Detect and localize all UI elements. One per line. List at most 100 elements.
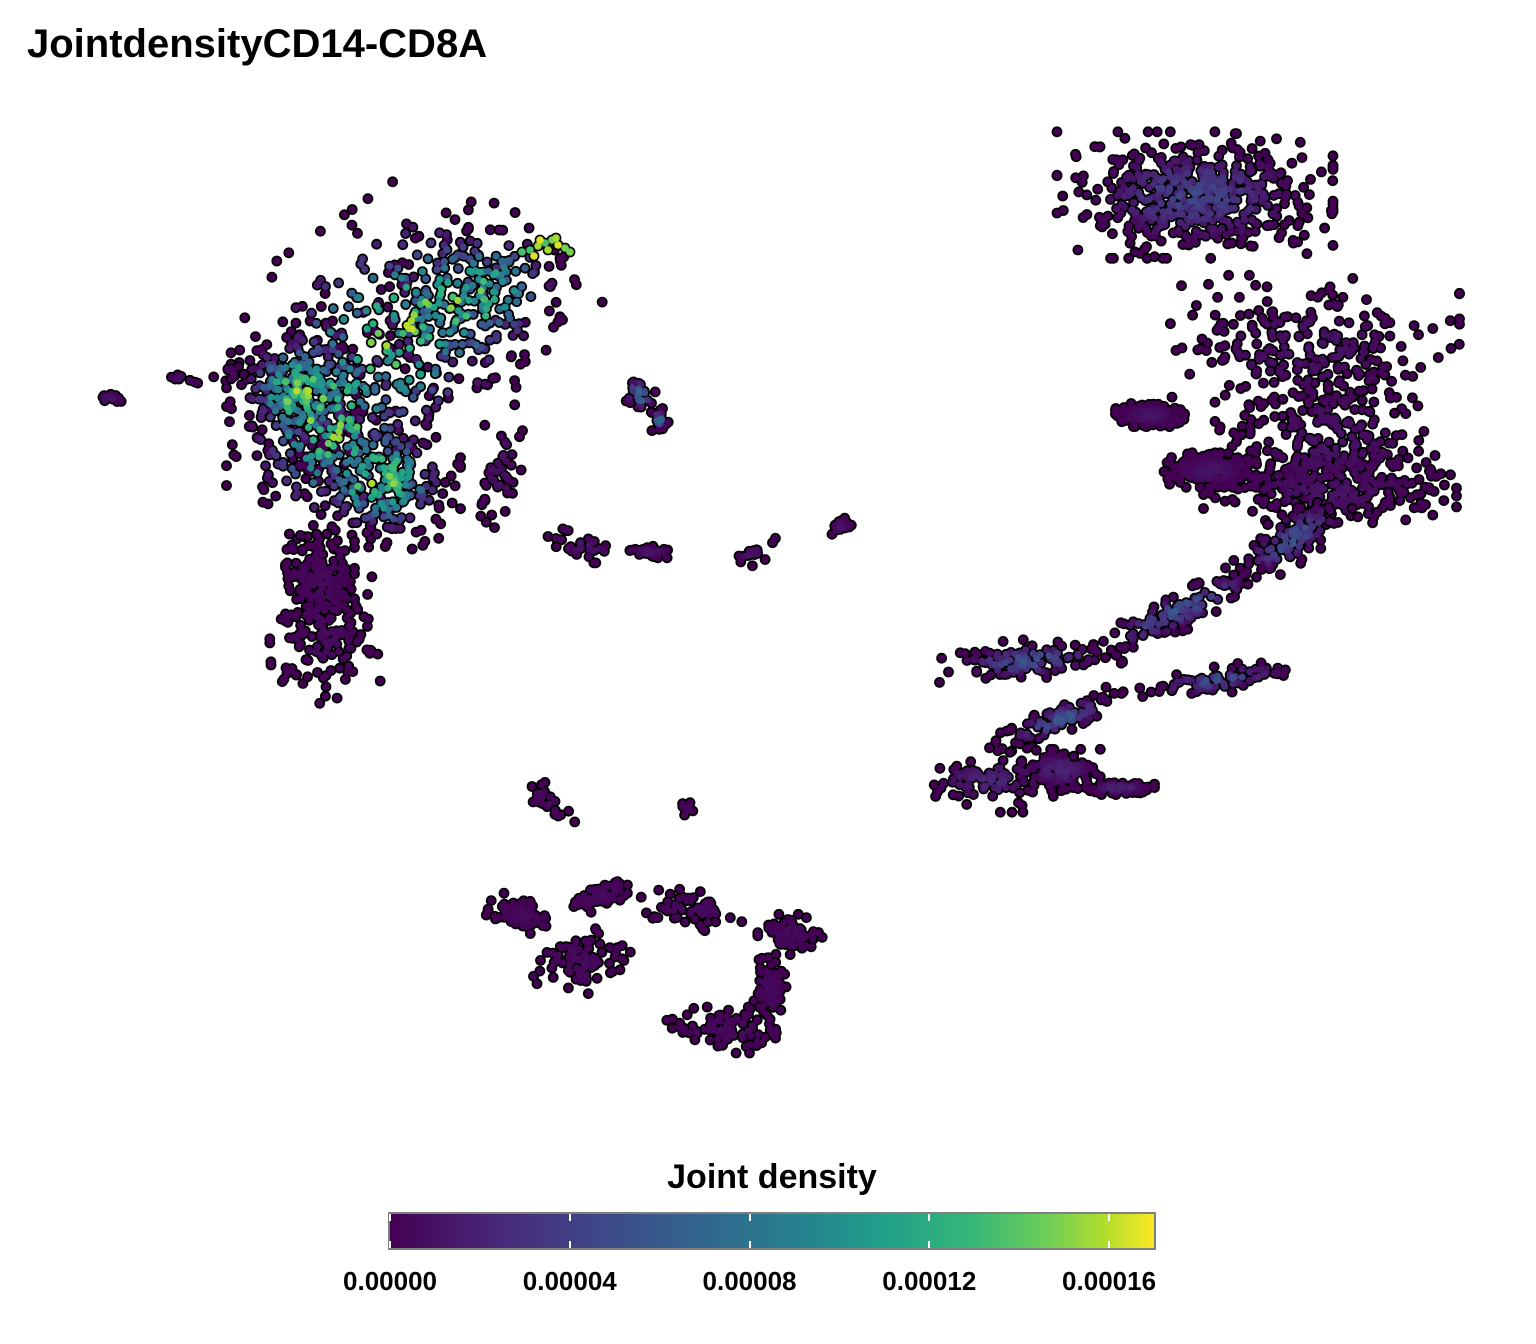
- data-point: [392, 361, 399, 368]
- data-point: [691, 916, 698, 923]
- data-point: [334, 589, 341, 596]
- data-point: [339, 333, 346, 340]
- data-point: [762, 556, 769, 563]
- data-point: [293, 387, 300, 394]
- data-point: [351, 596, 358, 603]
- data-point: [353, 500, 360, 507]
- data-point: [343, 470, 350, 477]
- data-point: [750, 997, 757, 1004]
- data-point: [545, 801, 552, 808]
- data-point: [550, 324, 557, 331]
- data-point: [381, 413, 388, 420]
- data-point: [354, 367, 361, 374]
- data-point: [695, 906, 702, 913]
- data-point: [402, 230, 409, 237]
- data-point: [333, 368, 340, 375]
- data-point: [406, 469, 413, 476]
- data-point: [393, 438, 400, 445]
- data-point: [313, 320, 320, 327]
- data-point: [293, 483, 300, 490]
- data-point: [540, 921, 547, 928]
- data-point: [321, 607, 328, 614]
- data-point: [403, 220, 410, 227]
- data-point: [382, 373, 389, 380]
- data-point: [355, 457, 362, 464]
- data-point: [424, 255, 431, 262]
- data-point: [272, 452, 279, 459]
- data-point: [553, 543, 560, 550]
- data-point: [476, 269, 483, 276]
- data-point: [258, 409, 265, 416]
- data-point: [307, 417, 314, 424]
- data-point: [360, 500, 367, 507]
- data-point: [227, 349, 234, 356]
- data-point: [552, 234, 560, 242]
- data-point: [754, 1016, 761, 1023]
- data-point: [233, 453, 240, 460]
- cluster-mid-strand-center: [734, 513, 857, 571]
- data-point: [432, 404, 439, 411]
- data-point: [499, 453, 506, 460]
- data-point: [488, 897, 495, 904]
- data-point: [486, 356, 493, 363]
- data-point: [318, 511, 325, 518]
- data-point: [454, 280, 461, 287]
- data-point: [350, 476, 357, 483]
- data-point: [284, 569, 291, 576]
- data-point: [364, 591, 371, 598]
- data-point: [327, 587, 334, 594]
- data-point: [429, 387, 436, 394]
- data-point: [423, 290, 430, 297]
- data-point: [405, 442, 412, 449]
- data-point: [521, 351, 528, 358]
- data-point: [339, 343, 346, 350]
- data-point: [303, 361, 310, 368]
- data-point: [334, 396, 341, 403]
- data-point: [357, 398, 364, 405]
- data-point: [385, 269, 392, 276]
- data-point: [511, 401, 518, 408]
- data-point: [382, 436, 389, 443]
- data-point: [314, 643, 321, 650]
- data-point: [693, 1027, 700, 1034]
- data-point: [738, 918, 745, 925]
- data-point: [530, 973, 537, 980]
- data-point: [558, 536, 565, 543]
- data-point: [522, 319, 529, 326]
- data-point: [429, 486, 436, 493]
- data-point: [503, 441, 510, 448]
- data-point: [299, 303, 306, 310]
- data-point: [750, 547, 757, 554]
- data-point: [1072, 151, 1079, 158]
- data-point: [1127, 240, 1134, 247]
- data-point: [335, 404, 342, 411]
- data-point: [382, 396, 389, 403]
- data-point: [396, 349, 403, 356]
- data-point: [420, 324, 427, 331]
- data-point: [481, 296, 488, 303]
- data-point: [502, 304, 509, 311]
- data-point: [481, 422, 488, 429]
- data-point: [467, 237, 474, 244]
- data-point: [340, 486, 347, 493]
- data-point: [1298, 154, 1305, 161]
- data-point: [704, 1003, 711, 1010]
- data-point: [257, 436, 264, 443]
- data-point: [305, 657, 312, 664]
- data-point: [302, 475, 309, 482]
- data-point: [493, 253, 500, 260]
- cluster-lower-small: [527, 777, 699, 827]
- data-point: [351, 450, 358, 457]
- data-point: [838, 524, 845, 531]
- data-point: [334, 512, 341, 519]
- data-point: [371, 387, 378, 394]
- cluster-upper-left-main: [220, 176, 607, 554]
- data-point: [483, 911, 490, 918]
- data-point: [370, 441, 377, 448]
- data-point: [536, 968, 543, 975]
- data-point: [667, 891, 674, 898]
- data-point: [565, 984, 572, 991]
- data-point: [292, 613, 299, 620]
- data-point: [372, 455, 379, 462]
- data-point: [1233, 130, 1240, 137]
